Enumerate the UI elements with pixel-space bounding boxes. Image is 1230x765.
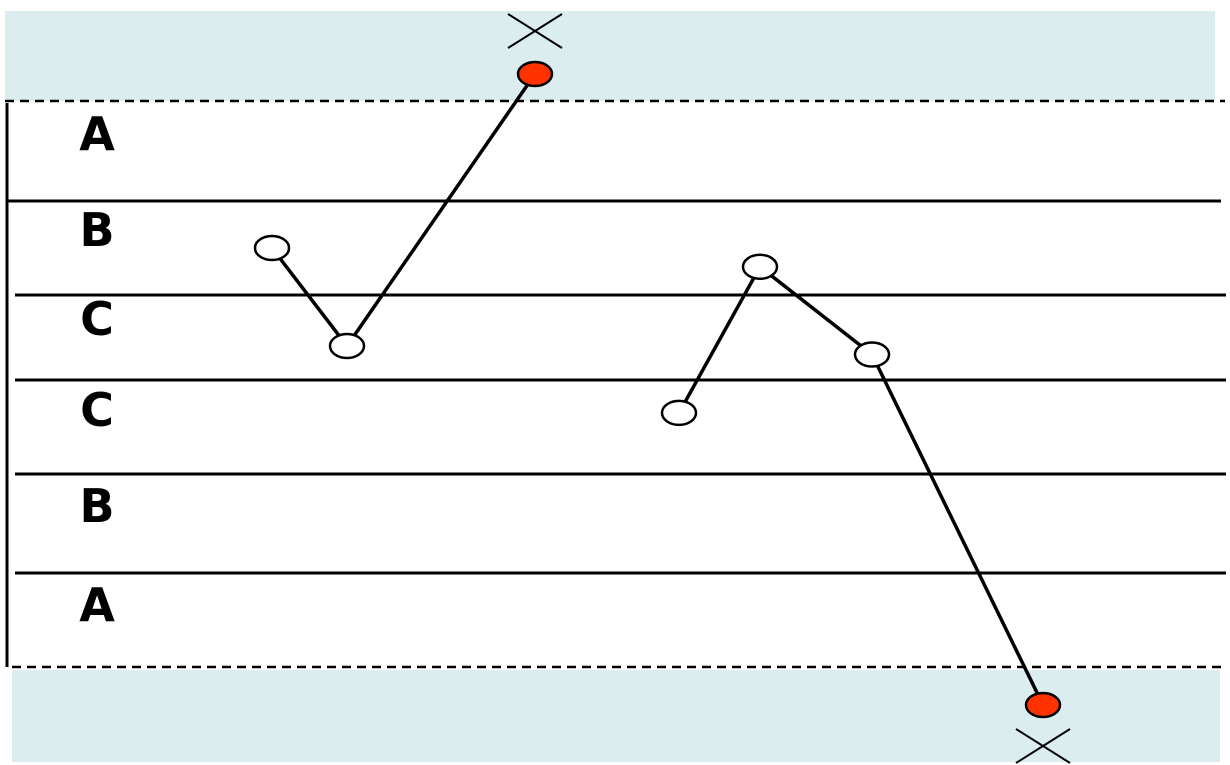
series-line xyxy=(677,264,1045,706)
data-series-layer xyxy=(253,13,1071,764)
out-of-control-point xyxy=(516,60,554,88)
data-point xyxy=(741,253,779,281)
data-point xyxy=(660,399,698,427)
data-point xyxy=(328,332,366,360)
zone-label: B xyxy=(79,203,114,257)
zone-label: A xyxy=(79,578,115,632)
data-point xyxy=(853,341,891,368)
zone-label: C xyxy=(80,292,114,346)
cross-icon xyxy=(507,13,563,49)
zone-label: B xyxy=(79,479,114,533)
cross-icon xyxy=(1015,728,1071,764)
zone-label: C xyxy=(80,383,114,437)
lower-out-of-control-band xyxy=(12,670,1220,762)
data-point xyxy=(253,234,291,262)
zone-label: A xyxy=(79,107,115,161)
series-line xyxy=(270,73,537,349)
upper-out-of-control-band xyxy=(5,11,1215,101)
out-of-control-point xyxy=(1024,691,1062,719)
